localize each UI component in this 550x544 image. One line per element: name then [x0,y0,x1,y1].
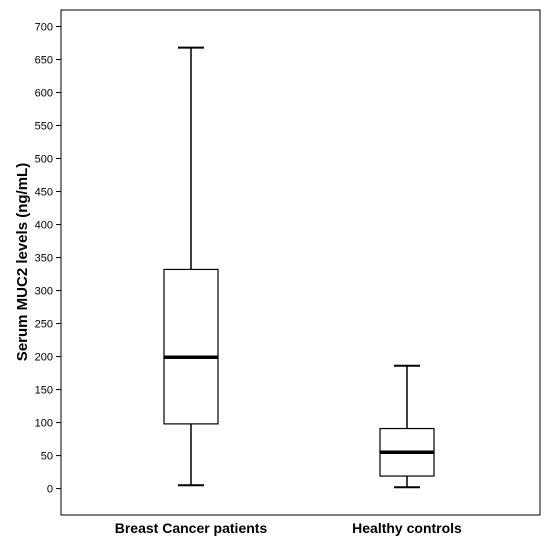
y-axis-title: Serum MUC2 levels (ng/mL) [14,163,31,361]
y-tick-label: 500 [35,154,53,166]
y-tick-label: 300 [35,286,53,298]
y-tick-label: 550 [35,121,53,133]
y-tick-label: 400 [35,220,53,232]
plot-frame [60,9,541,516]
iqr-box [163,268,219,425]
x-category-label: Healthy controls [352,520,462,536]
y-tick-label: 700 [35,22,53,34]
y-tick-label: 350 [35,253,53,265]
x-category-label: Breast Cancer patients [115,520,268,536]
y-tick-label: 100 [35,418,53,430]
boxes [163,46,435,489]
y-tick-label: 50 [41,451,53,463]
y-tick-label: 250 [35,319,53,331]
y-tick-label: 150 [35,385,53,397]
box-group [379,364,435,489]
y-tick-label: 0 [47,484,53,496]
y-axis-ticks: 0 50 100 150 200 250 300 350 400 450 500 550 600 650 7… [35,22,61,496]
x-axis-labels: Breast Cancer patients Healthy controls [115,520,462,536]
y-tick-label: 450 [35,187,53,199]
y-tick-label: 650 [35,55,53,67]
y-tick-label: 600 [35,88,53,100]
box-group [163,46,219,487]
y-tick-label: 200 [35,352,53,364]
